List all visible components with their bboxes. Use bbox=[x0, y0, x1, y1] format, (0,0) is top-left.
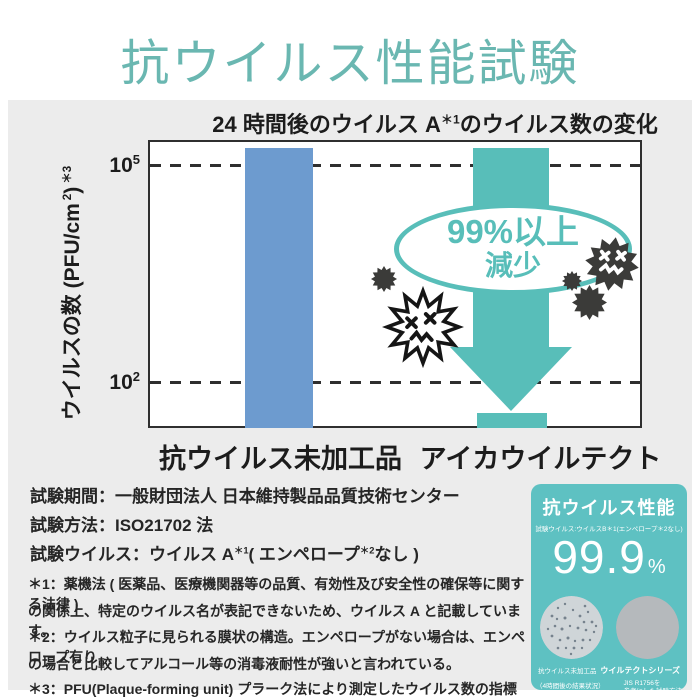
badge-note-result: （4時間後の結果状況） bbox=[536, 683, 605, 690]
info-test-virus-text: 試験ウイルス：ウイルス A bbox=[30, 545, 234, 564]
chart-title-footnote-mark: ＊1 bbox=[440, 112, 460, 127]
badge-note-method-line2: 参考にした試験方法 bbox=[624, 688, 683, 690]
y-axis-label: ウイルスの数 (PFU/cm2)＊3 bbox=[56, 143, 84, 443]
bar-treated-product bbox=[477, 413, 547, 428]
y-tick-1e2-exponent: 2 bbox=[132, 369, 140, 384]
info-test-virus-mark1: ＊1 bbox=[234, 545, 249, 556]
y-tick-1e2: 102 bbox=[80, 369, 140, 395]
virus-dead-solid-icon bbox=[585, 237, 639, 291]
badge-note-method-line1: JIS R1756を bbox=[623, 680, 661, 687]
gridline-1e5 bbox=[150, 164, 640, 167]
petri-dish-row bbox=[531, 596, 687, 659]
info-test-virus-text-3: なし ) bbox=[374, 545, 419, 564]
badge-title: 抗ウイルス性能 bbox=[542, 498, 676, 518]
info-test-method: 試験方法：ISO21702 法 bbox=[30, 516, 214, 535]
y-axis-label-squared: 2 bbox=[62, 193, 74, 201]
y-tick-1e2-base: 10 bbox=[109, 371, 133, 394]
chart-title: 24 時間後のウイルス A＊1のウイルス数の変化 bbox=[185, 107, 685, 139]
petri-dish-labels: 抗ウイルス未加工品 ウイルテクトシリーズ bbox=[531, 665, 687, 676]
virus-solid-icon bbox=[371, 266, 397, 292]
gridline-1e2 bbox=[150, 381, 640, 384]
y-tick-1e5: 105 bbox=[80, 152, 140, 178]
performance-badge: 抗ウイルス性能 試験ウイルス:ウイルスB＊1(エンペロープ＊2なし) 99.9% bbox=[531, 484, 687, 690]
footnote-2: ＊2：ウイルス粒子に見られる膜状の構造。エンペロープがない場合は、エンペロープ有… bbox=[28, 629, 525, 665]
badge-value: 99.9% bbox=[531, 534, 687, 592]
info-test-virus-text-2: ( エンペロープ bbox=[248, 545, 360, 564]
info-test-period: 試験期間：一般財団法人 日本維持製品品質技術センター bbox=[30, 487, 460, 506]
x-label-treated: アイカウイルテクト bbox=[419, 444, 662, 474]
info-test-virus-mark2: ＊2 bbox=[359, 545, 375, 556]
virus-small-solid-icon bbox=[562, 271, 582, 291]
badge-value-unit: % bbox=[647, 556, 666, 578]
chart-title-text: 24 時間後のウイルス A bbox=[212, 112, 441, 137]
info-test-virus: 試験ウイルス：ウイルス A＊1( エンペロープ＊2なし ) bbox=[30, 540, 530, 565]
badge-label-untreated: 抗ウイルス未加工品 bbox=[538, 668, 597, 675]
badge-notes: （4時間後の結果状況） JIS R1756を 参考にした試験方法 bbox=[531, 680, 687, 690]
y-axis-label-close: ) bbox=[61, 186, 84, 194]
reduction-arrow-head-icon bbox=[450, 347, 572, 411]
bar-untreated-product bbox=[245, 148, 313, 428]
petri-dish-treated-image bbox=[615, 596, 679, 659]
reduction-callout-line2: 減少 bbox=[484, 250, 541, 281]
x-label-untreated: 抗ウイルス未加工品 bbox=[159, 444, 402, 474]
footnote-2-cont: の場合と比較してアルコール等の消毒液耐性が強いと言われている。 bbox=[28, 656, 461, 672]
y-axis-label-footnote-mark: ＊3 bbox=[62, 165, 74, 184]
badge-label-series: ウイルテクトシリーズ bbox=[600, 666, 680, 675]
footnote-1-cont: の関係上、特定のウイルス名が表記できないため、ウイルス A と記載しています。 bbox=[28, 603, 521, 639]
y-tick-1e5-base: 10 bbox=[109, 154, 133, 177]
y-tick-1e5-exponent: 5 bbox=[132, 152, 140, 167]
footnote-1: ＊1：薬機法 ( 医薬品、医療機関器等の品質、有効性及び安全性の確保等に関する法… bbox=[28, 576, 525, 612]
petri-dish-untreated-image bbox=[539, 596, 603, 659]
page-title: 抗ウイルス性能試験 bbox=[120, 37, 580, 91]
virus-dead-outline-icon bbox=[382, 286, 464, 368]
chart-title-text-2: のウイルス数の変化 bbox=[459, 112, 658, 137]
badge-value-number: 99.9 bbox=[552, 531, 646, 583]
reduction-callout-line1: 99%以上 bbox=[446, 213, 580, 250]
badge-subtitle: 試験ウイルス:ウイルスB＊1(エンペロープ＊2なし) bbox=[535, 526, 683, 533]
virus-medium-solid-icon bbox=[572, 285, 607, 320]
footnote-3: ＊3：PFU(Plaque-forming unit) プラーク法により測定した… bbox=[28, 681, 517, 697]
badge-note-method: JIS R1756を 参考にした試験方法 bbox=[624, 680, 683, 690]
